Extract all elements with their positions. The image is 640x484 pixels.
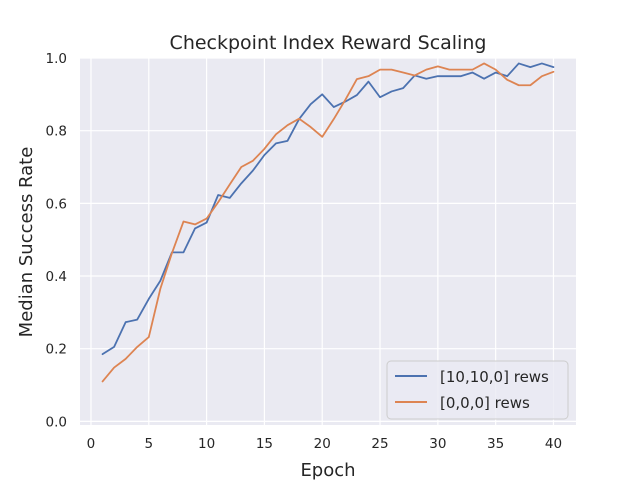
y-tick-label: 0.0 — [46, 414, 67, 430]
x-tick-label: 15 — [256, 436, 273, 452]
x-tick-label: 10 — [198, 436, 215, 452]
y-tick-labels: 0.0 0.2 0.4 0.6 0.8 1.0 — [46, 51, 67, 430]
y-tick-label: 0.2 — [46, 342, 67, 358]
series-layer — [101, 62, 555, 383]
series-line-0-0-0 — [101, 62, 555, 383]
y-axis-label: Median Success Rate — [16, 147, 37, 338]
legend-box — [386, 360, 569, 420]
legend-label-0-0-0: [0,0,0] rews — [440, 394, 530, 412]
chart-title: Checkpoint Index Reward Scaling — [170, 32, 487, 54]
y-tick-label: 0.8 — [46, 124, 67, 140]
x-tick-label: 20 — [314, 436, 331, 452]
series-line-10-10-0 — [101, 62, 555, 356]
x-tick-label: 0 — [87, 436, 96, 452]
legend-label-10-10-0: [10,10,0] rews — [440, 368, 549, 386]
legend: [10,10,0] rews [0,0,0] rews — [386, 360, 569, 420]
y-tick-label: 0.6 — [46, 196, 67, 212]
x-tick-label: 35 — [487, 436, 504, 452]
x-tick-label: 30 — [429, 436, 446, 452]
x-tick-label: 40 — [545, 436, 562, 452]
grid-layer — [80, 57, 576, 425]
x-tick-label: 5 — [144, 436, 153, 452]
y-tick-label: 1.0 — [46, 51, 67, 67]
y-tick-label: 0.4 — [46, 269, 67, 285]
x-tick-labels: 0 5 10 15 20 25 30 35 40 — [87, 436, 562, 452]
x-tick-label: 25 — [371, 436, 388, 452]
x-axis-label: Epoch — [300, 460, 355, 480]
